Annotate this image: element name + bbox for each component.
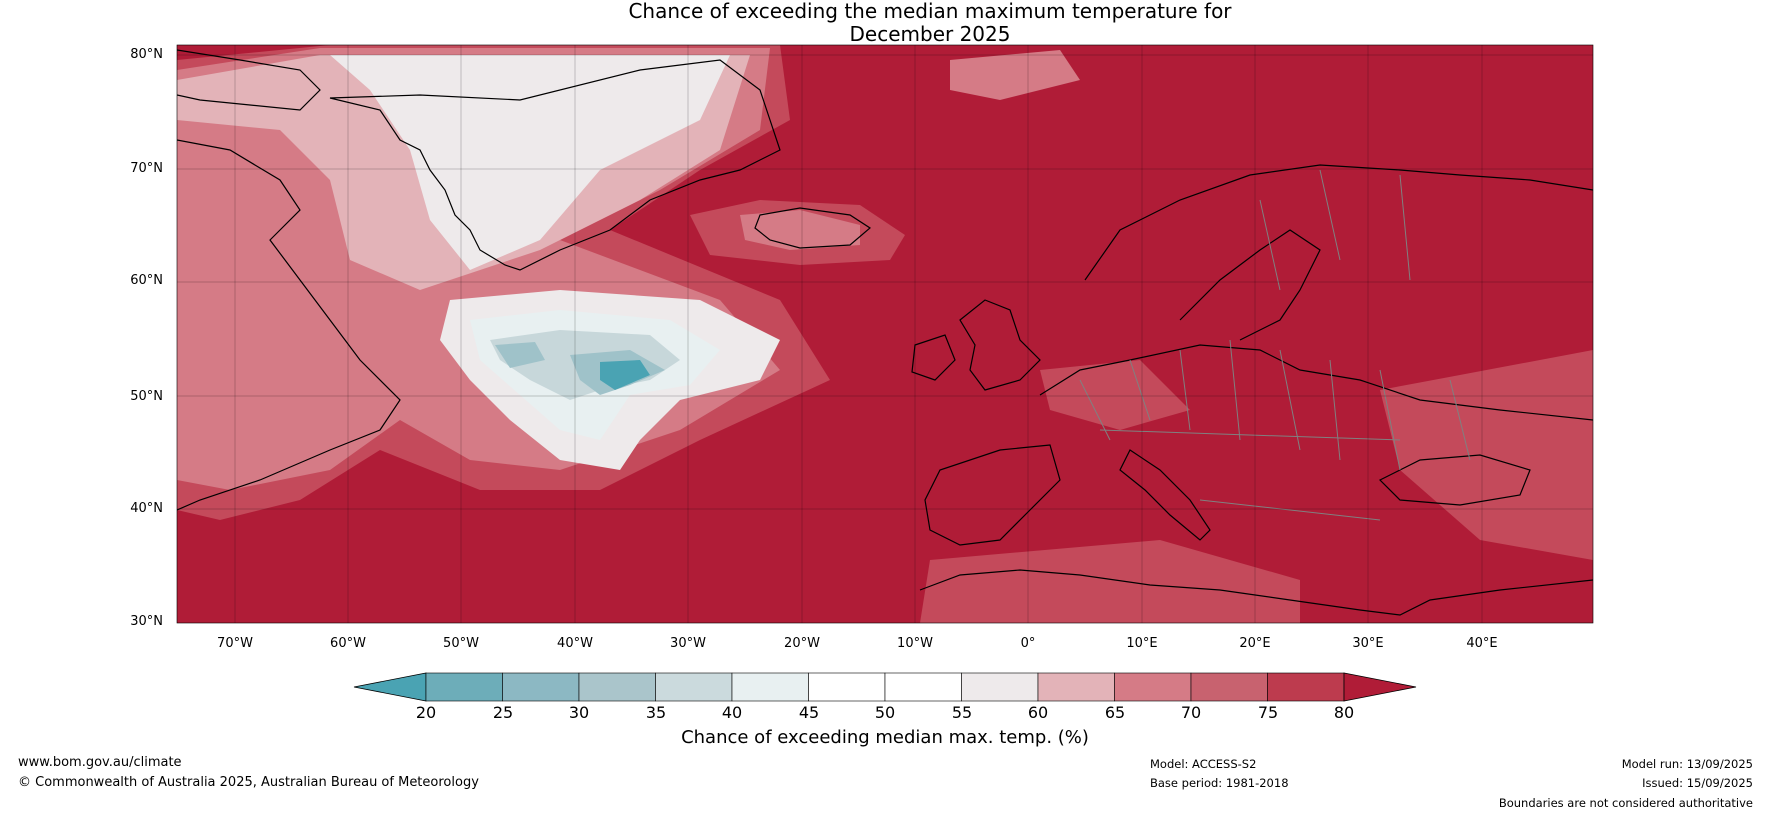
coastline-blacksea	[1378, 454, 1531, 506]
coastline-iceland	[754, 207, 872, 249]
colorbar-segment	[1267, 672, 1345, 702]
contour-europe-central	[1040, 360, 1190, 430]
longitude-label-0: 0°	[1020, 636, 1036, 651]
latitude-label-50n: 50°N	[130, 389, 163, 404]
footer-issued: Issued: 15/09/2025	[1642, 776, 1753, 790]
map-title-line1: Chance of exceeding the median maximum t…	[628, 0, 1232, 23]
coastline-baltic	[1179, 229, 1321, 341]
longitude-label-10w: 10°W	[897, 636, 933, 651]
map-area	[177, 45, 1593, 623]
colorbar-tick-20: 20	[415, 703, 437, 722]
longitude-label-60w: 60°W	[330, 636, 366, 651]
colorbar-segment	[961, 672, 1039, 702]
contour-europe-east	[1380, 350, 1593, 560]
coastline-britain	[959, 299, 1041, 391]
longitude-label-40e: 40°E	[1466, 636, 1498, 651]
longitude-label-70w: 70°W	[217, 636, 253, 651]
map-frame	[176, 44, 1594, 624]
colorbar-tick-50: 50	[874, 703, 896, 722]
contour-band-20	[600, 360, 650, 390]
graticule	[177, 45, 1593, 623]
longitude-label-50w: 50°W	[443, 636, 479, 651]
coastline-iberia	[924, 444, 1061, 546]
colorbar-segment	[731, 672, 809, 702]
colorbar-tick-70: 70	[1180, 703, 1202, 722]
colorbar-extend-high	[1343, 672, 1417, 702]
coastline-italy	[1119, 449, 1211, 541]
colorbar-tick-45: 45	[798, 703, 820, 722]
contour-arctic-north	[950, 50, 1080, 100]
colorbar-tick-30: 30	[568, 703, 590, 722]
footer-website: www.bom.gov.au/climate	[18, 755, 182, 770]
footer-disclaimer: Boundaries are not considered authoritat…	[1498, 796, 1753, 810]
coastline-scandinavia	[1084, 164, 1593, 281]
coastline-ireland	[911, 334, 956, 381]
latitude-label-60n: 60°N	[130, 273, 163, 288]
footer-model: Model: ACCESS-S2	[1150, 757, 1257, 771]
coastline-europe	[1039, 344, 1593, 421]
longitude-label-10e: 10°E	[1126, 636, 1158, 651]
longitude-label-40w: 40°W	[557, 636, 593, 651]
colorbar-tick-75: 75	[1257, 703, 1279, 722]
colorbar	[353, 672, 1417, 702]
latitude-label-80n: 80°N	[130, 47, 163, 62]
colorbar-tick-60: 60	[1027, 703, 1049, 722]
longitude-label-30w: 30°W	[670, 636, 706, 651]
colorbar-tick-55: 55	[951, 703, 973, 722]
contour-band-30b	[495, 342, 545, 368]
colorbar-segment	[884, 672, 962, 702]
colorbar-segment	[1037, 672, 1115, 702]
latitude-label-70n: 70°N	[130, 161, 163, 176]
colorbar-segment	[578, 672, 656, 702]
colorbar-tick-25: 25	[492, 703, 514, 722]
colorbar-segment	[1114, 672, 1192, 702]
longitude-label-20w: 20°W	[784, 636, 820, 651]
colorbar-tick-80: 80	[1333, 703, 1355, 722]
longitude-label-20e: 20°E	[1239, 636, 1271, 651]
longitude-label-30e: 30°E	[1352, 636, 1384, 651]
colorbar-tick-65: 65	[1104, 703, 1126, 722]
colorbar-tick-40: 40	[721, 703, 743, 722]
coastline-canada	[177, 139, 401, 511]
colorbar-tick-35: 35	[645, 703, 667, 722]
colorbar-segment	[1190, 672, 1268, 702]
contour-band-55	[330, 55, 730, 270]
colorbar-extend-low	[353, 672, 427, 702]
footer-copyright: © Commonwealth of Australia 2025, Austra…	[18, 775, 479, 790]
map-title-line2: December 2025	[849, 22, 1011, 46]
footer-model-run: Model run: 13/09/2025	[1621, 757, 1753, 771]
footer-base-period: Base period: 1981-2018	[1150, 776, 1289, 790]
colorbar-segment	[425, 672, 503, 702]
colorbar-segment	[655, 672, 733, 702]
latitude-label-40n: 40°N	[130, 501, 163, 516]
coastline-baffin	[177, 49, 321, 111]
country-borders	[1079, 169, 1471, 521]
coastline-greenland	[329, 59, 781, 271]
contour-africa	[920, 540, 1300, 623]
latitude-label-30n: 30°N	[130, 614, 163, 629]
colorbar-label: Chance of exceeding median max. temp. (%…	[681, 727, 1089, 748]
colorbar-segment	[502, 672, 580, 702]
colorbar-segment	[808, 672, 886, 702]
